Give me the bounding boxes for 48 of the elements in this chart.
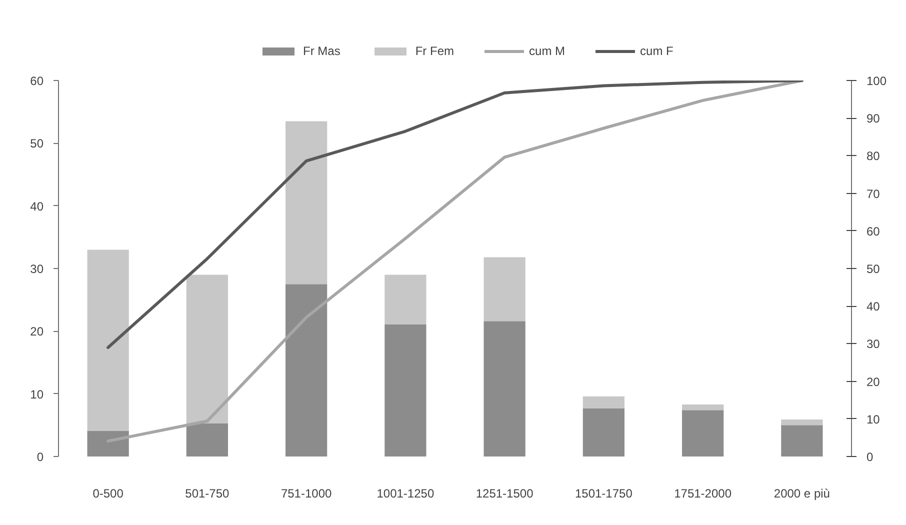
y2-tick-label: 70 <box>866 186 880 201</box>
bar <box>186 423 228 456</box>
x-tick-label: 0-500 <box>92 486 124 500</box>
y2-tick-label: 100 <box>866 74 887 88</box>
y2-tick-label: 60 <box>866 224 880 238</box>
line-series <box>106 80 804 349</box>
legend-label: Fr Mas <box>303 44 340 58</box>
y2-tick-label: 40 <box>866 300 880 314</box>
bar <box>582 396 625 408</box>
bar <box>781 425 823 456</box>
legend-label: Fr Fem <box>415 44 454 58</box>
x-tick-label: 501-750 <box>185 486 230 500</box>
bar <box>285 284 328 456</box>
line-series <box>106 80 804 443</box>
bar <box>285 121 328 284</box>
y2-tick-label: 30 <box>866 337 880 352</box>
y-tick-label: 50 <box>30 136 44 151</box>
y-tick-label: 30 <box>30 262 44 276</box>
bar <box>484 257 526 322</box>
bar <box>186 274 228 424</box>
bar <box>781 420 823 426</box>
bar <box>682 404 724 410</box>
y2-tick-label: 10 <box>866 412 880 426</box>
y-tick-label: 20 <box>30 324 44 339</box>
y2-tick-label: 0 <box>866 450 874 464</box>
y2-tick-label: 50 <box>866 262 880 276</box>
y-tick-label: 40 <box>30 199 44 214</box>
y-tick-label: 10 <box>30 387 44 402</box>
x-tick-label: 751-1000 <box>280 486 332 500</box>
legend-label: cum M <box>529 44 566 58</box>
legend-label: cum F <box>640 44 674 58</box>
x-tick-label: 2000 e più <box>774 486 830 500</box>
bar <box>682 410 724 456</box>
y-tick-label: 0 <box>36 450 44 464</box>
bar <box>384 324 426 456</box>
x-tick-label: 1251-1500 <box>476 486 534 500</box>
y2-tick-label: 90 <box>866 112 880 126</box>
bar <box>582 408 625 456</box>
y2-tick-label: 20 <box>866 374 880 389</box>
x-tick-label: 1501-1750 <box>574 486 633 500</box>
bar <box>484 321 526 456</box>
bar <box>87 250 129 431</box>
x-tick-label: 1001-1250 <box>376 486 434 500</box>
y2-tick-label: 80 <box>866 149 880 164</box>
x-tick-label: 1751-2000 <box>674 486 732 500</box>
y-tick-label: 60 <box>30 74 44 88</box>
bar <box>384 274 426 324</box>
bar <box>87 430 129 456</box>
